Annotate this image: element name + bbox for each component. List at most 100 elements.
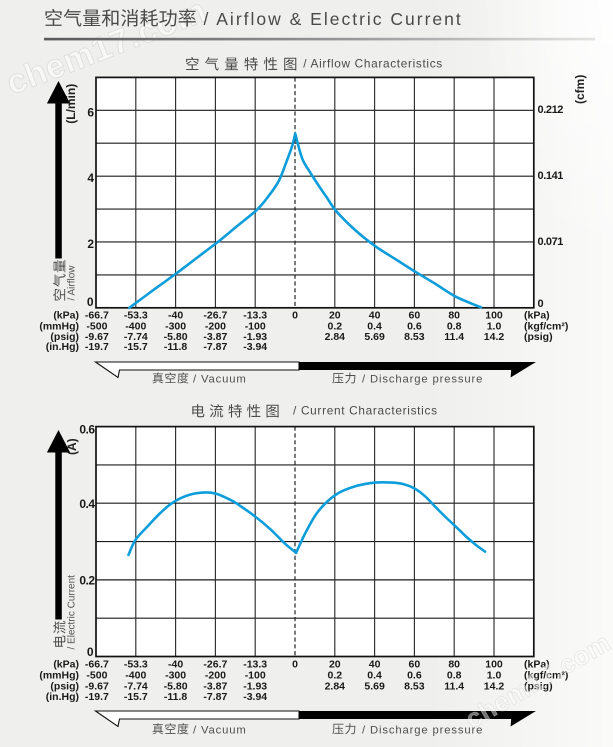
svg-text:-1.93: -1.93: [243, 681, 267, 693]
svg-text:100: 100: [485, 659, 503, 671]
svg-text:/ Discharge pressure: / Discharge pressure: [362, 374, 483, 386]
svg-text:/ Current Characteristics: / Current Characteristics: [293, 404, 438, 418]
svg-text:-15.7: -15.7: [124, 341, 148, 353]
svg-text:1.0: 1.0: [487, 670, 502, 682]
svg-text:-13.3: -13.3: [243, 309, 267, 321]
svg-text:40: 40: [369, 309, 381, 321]
svg-text:-500: -500: [86, 670, 107, 682]
svg-text:-300: -300: [165, 670, 186, 682]
svg-text:0.141: 0.141: [538, 170, 564, 182]
svg-text:60: 60: [409, 659, 421, 671]
svg-text:0.6: 0.6: [407, 670, 422, 682]
svg-text:-3.87: -3.87: [203, 681, 227, 693]
svg-text:/ Vacuum: / Vacuum: [193, 724, 247, 736]
svg-text:-13.3: -13.3: [243, 659, 267, 671]
svg-text:-400: -400: [125, 320, 146, 332]
svg-text:-7.87: -7.87: [203, 691, 227, 703]
svg-text:-7.87: -7.87: [203, 341, 227, 353]
svg-text:-40: -40: [168, 309, 183, 321]
svg-text:5.69: 5.69: [364, 331, 385, 343]
svg-text:/ Discharge pressure: / Discharge pressure: [362, 724, 483, 736]
svg-text:-100: -100: [245, 670, 266, 682]
svg-text:-7.74: -7.74: [124, 331, 148, 343]
svg-text:(cfm): (cfm): [573, 75, 587, 104]
svg-text:-400: -400: [125, 670, 146, 682]
svg-text:2.84: 2.84: [325, 331, 346, 343]
svg-text:-7.74: -7.74: [124, 681, 148, 693]
svg-text:-200: -200: [205, 320, 226, 332]
svg-text:20: 20: [329, 659, 341, 671]
svg-text:-3.94: -3.94: [243, 691, 267, 703]
svg-text:(L/min): (L/min): [64, 84, 78, 124]
svg-text:(kPa): (kPa): [524, 659, 550, 671]
svg-text:5.69: 5.69: [364, 681, 385, 693]
svg-text:-19.7: -19.7: [85, 691, 109, 703]
svg-text:(psig): (psig): [524, 681, 553, 693]
svg-text:14.2: 14.2: [484, 681, 505, 693]
svg-text:0: 0: [292, 659, 298, 671]
svg-text:-200: -200: [205, 670, 226, 682]
svg-text:4: 4: [87, 171, 94, 185]
svg-text:0.212: 0.212: [538, 104, 564, 116]
svg-text:0.2: 0.2: [327, 320, 342, 332]
svg-text:2: 2: [87, 237, 94, 251]
svg-text:0.8: 0.8: [447, 320, 462, 332]
svg-text:40: 40: [369, 659, 381, 671]
svg-text:(mmHg): (mmHg): [39, 320, 79, 332]
svg-text:-3.87: -3.87: [203, 331, 227, 343]
svg-text:(in.Hg): (in.Hg): [46, 691, 79, 703]
svg-text:0: 0: [87, 645, 94, 659]
svg-text:11.4: 11.4: [444, 681, 464, 693]
svg-text:-11.8: -11.8: [164, 691, 188, 703]
svg-text:-100: -100: [245, 320, 266, 332]
svg-text:/ Airflow & Electric Current: / Airflow & Electric Current: [204, 9, 463, 29]
svg-text:100: 100: [485, 309, 503, 321]
svg-text:(in.Hg): (in.Hg): [46, 341, 79, 353]
svg-text:(kPa): (kPa): [53, 659, 79, 671]
svg-text:0: 0: [87, 295, 94, 309]
svg-text:-53.3: -53.3: [124, 659, 148, 671]
svg-text:/ Vacuum: / Vacuum: [193, 374, 247, 386]
svg-text:(psig): (psig): [50, 681, 79, 693]
svg-text:20: 20: [329, 309, 341, 321]
svg-text:(mmHg): (mmHg): [39, 670, 79, 682]
svg-text:0.4: 0.4: [367, 320, 382, 332]
svg-text:-19.7: -19.7: [85, 341, 109, 353]
svg-text:80: 80: [448, 309, 460, 321]
svg-text:0.6: 0.6: [407, 320, 422, 332]
svg-text:-66.7: -66.7: [85, 659, 109, 671]
svg-text:-15.7: -15.7: [124, 691, 148, 703]
svg-text:(A): (A): [65, 438, 79, 455]
svg-text:0.4: 0.4: [367, 670, 382, 682]
svg-text:/ Electric Current: / Electric Current: [67, 575, 78, 650]
svg-text:60: 60: [409, 309, 421, 321]
svg-text:0.2: 0.2: [79, 574, 95, 588]
svg-text:8.53: 8.53: [404, 331, 425, 343]
svg-text:(psig): (psig): [524, 331, 553, 343]
svg-text:(kPa): (kPa): [524, 309, 550, 321]
svg-text:0.2: 0.2: [327, 670, 342, 682]
svg-text:11.4: 11.4: [444, 331, 464, 343]
svg-text:-9.67: -9.67: [85, 331, 109, 343]
svg-text:(kgf/cm²): (kgf/cm²): [524, 670, 568, 682]
svg-text:-3.94: -3.94: [243, 341, 267, 353]
svg-text:-1.93: -1.93: [243, 331, 267, 343]
svg-text:14.2: 14.2: [484, 331, 505, 343]
svg-text:-9.67: -9.67: [85, 681, 109, 693]
svg-text:-26.7: -26.7: [203, 309, 227, 321]
svg-text:-500: -500: [86, 320, 107, 332]
svg-text:1.0: 1.0: [487, 320, 502, 332]
svg-text:-26.7: -26.7: [203, 659, 227, 671]
svg-text:0.6: 0.6: [79, 423, 95, 437]
svg-text:-5.80: -5.80: [164, 331, 188, 343]
svg-text:-53.3: -53.3: [124, 309, 148, 321]
svg-text:-66.7: -66.7: [85, 309, 109, 321]
svg-text:0: 0: [292, 309, 298, 321]
svg-text:0.071: 0.071: [538, 236, 564, 248]
svg-text:/ Airflow Characteristics: / Airflow Characteristics: [303, 57, 443, 71]
svg-text:-40: -40: [168, 659, 183, 671]
svg-text:-11.8: -11.8: [164, 341, 188, 353]
svg-text:-5.80: -5.80: [164, 681, 188, 693]
svg-text:(kPa): (kPa): [53, 309, 79, 321]
svg-text:2.84: 2.84: [325, 681, 346, 693]
